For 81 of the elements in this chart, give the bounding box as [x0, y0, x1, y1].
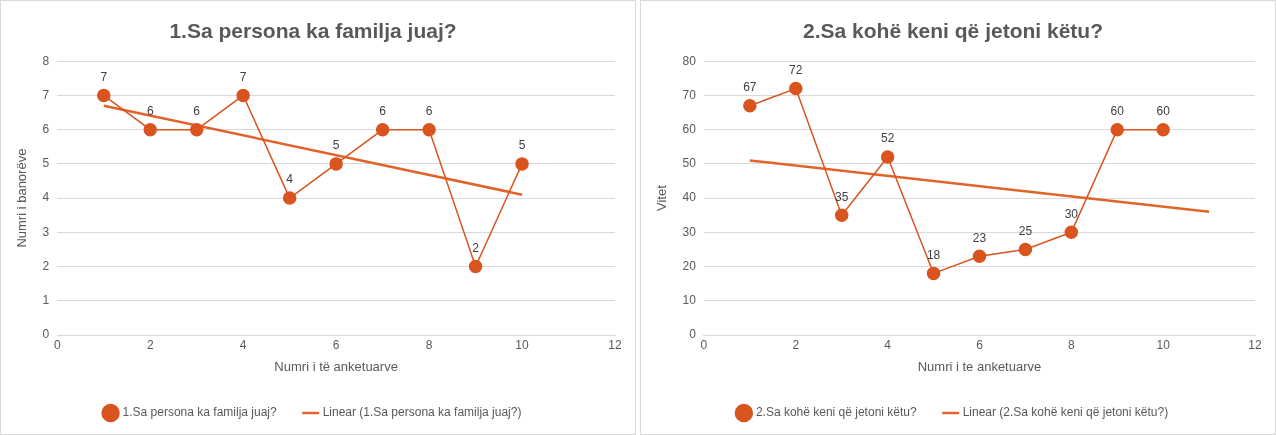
- point: [375, 122, 390, 137]
- x-tick-label: 0: [700, 337, 708, 352]
- y-tick-label: 50: [682, 156, 697, 171]
- data-label: 67: [743, 80, 757, 94]
- point: [743, 98, 757, 113]
- y-tick-label: 60: [682, 121, 697, 136]
- point: [468, 259, 483, 274]
- x-tick-label: 2: [792, 337, 800, 352]
- y-tick-label: 30: [682, 224, 697, 239]
- data-label: 52: [880, 131, 895, 146]
- point: [834, 208, 849, 222]
- point: [880, 150, 895, 164]
- point: [1018, 242, 1033, 257]
- data-label: 6: [425, 103, 433, 118]
- y-tick-label: 20: [682, 258, 697, 273]
- x-tick-label: 8: [425, 337, 433, 352]
- legend-label: Linear (2.Sa kohë keni që jetoni këtu?): [962, 405, 1169, 420]
- data-label: 7: [100, 69, 108, 84]
- point: [329, 157, 343, 171]
- y-tick-label: 40: [682, 190, 697, 205]
- legend-label: Linear (1.Sa persona ka familja juaj?): [322, 405, 522, 420]
- x-tick-label: 10: [515, 337, 530, 352]
- x-axis-title: Numri i te anketuarve: [917, 358, 1042, 374]
- y-tick-label: 1: [42, 293, 50, 308]
- y-tick-label: 6: [42, 121, 50, 136]
- x-tick-label: 10: [1156, 337, 1171, 352]
- x-tick-label: 0: [53, 337, 61, 352]
- y-tick-label: 7: [42, 87, 50, 102]
- data-label: 5: [518, 138, 526, 153]
- point: [926, 266, 941, 281]
- point: [515, 157, 529, 171]
- y-tick-label: 10: [682, 293, 697, 308]
- y-tick-label: 80: [682, 53, 697, 68]
- y-tick-label: 0: [42, 327, 50, 342]
- point: [189, 122, 204, 137]
- point: [1064, 225, 1079, 240]
- y-tick-label: 5: [42, 156, 50, 171]
- x-tick-label: 6: [976, 337, 984, 352]
- y-axis-title: Vitet: [654, 184, 670, 211]
- point: [789, 81, 803, 96]
- chart-title: 1.Sa persona ka familja juaj?: [169, 19, 457, 43]
- point: [422, 122, 436, 137]
- data-label: 23: [972, 230, 987, 245]
- point: [1110, 122, 1124, 137]
- data-label: 18: [926, 247, 941, 262]
- point: [282, 191, 297, 205]
- data-label: 7: [239, 69, 247, 84]
- y-axis-title: Numri i banorëve: [14, 148, 30, 248]
- x-tick-label: 12: [608, 337, 622, 352]
- point: [143, 122, 157, 137]
- y-tick-label: 8: [42, 53, 50, 68]
- y-tick-label: 3: [42, 224, 50, 239]
- x-tick-label: 2: [146, 337, 154, 352]
- legend-label: 2.Sa kohë keni që jetoni këtu?: [755, 405, 917, 420]
- data-label: 6: [379, 103, 387, 118]
- data-label: 6: [193, 103, 201, 118]
- point: [236, 88, 250, 103]
- y-tick-label: 4: [42, 190, 50, 205]
- data-label: 25: [1018, 223, 1033, 238]
- data-label: 60: [1156, 103, 1171, 118]
- x-tick-label: 4: [884, 337, 892, 352]
- y-tick-label: 2: [42, 258, 50, 273]
- data-label: 60: [1110, 103, 1125, 118]
- point: [1156, 122, 1170, 137]
- y-tick-label: 0: [689, 327, 697, 342]
- data-label: 72: [789, 62, 803, 77]
- x-tick-label: 4: [239, 337, 247, 352]
- y-tick-label: 70: [682, 87, 697, 102]
- point: [972, 249, 987, 264]
- x-tick-label: 6: [332, 337, 340, 352]
- x-tick-label: 12: [1248, 337, 1262, 352]
- chart-title: 2.Sa kohë keni që jetoni këtu?: [803, 19, 1103, 43]
- data-label: 4: [286, 172, 294, 187]
- point: [97, 88, 111, 103]
- x-tick-label: 8: [1067, 337, 1075, 352]
- data-label: 2: [472, 240, 480, 255]
- data-label: 35: [835, 189, 849, 204]
- data-label: 5: [332, 138, 340, 153]
- legend-label: 1.Sa persona ka familja juaj?: [122, 405, 277, 420]
- data-label: 30: [1064, 206, 1079, 221]
- x-axis-title: Numri i të anketuarve: [274, 358, 398, 374]
